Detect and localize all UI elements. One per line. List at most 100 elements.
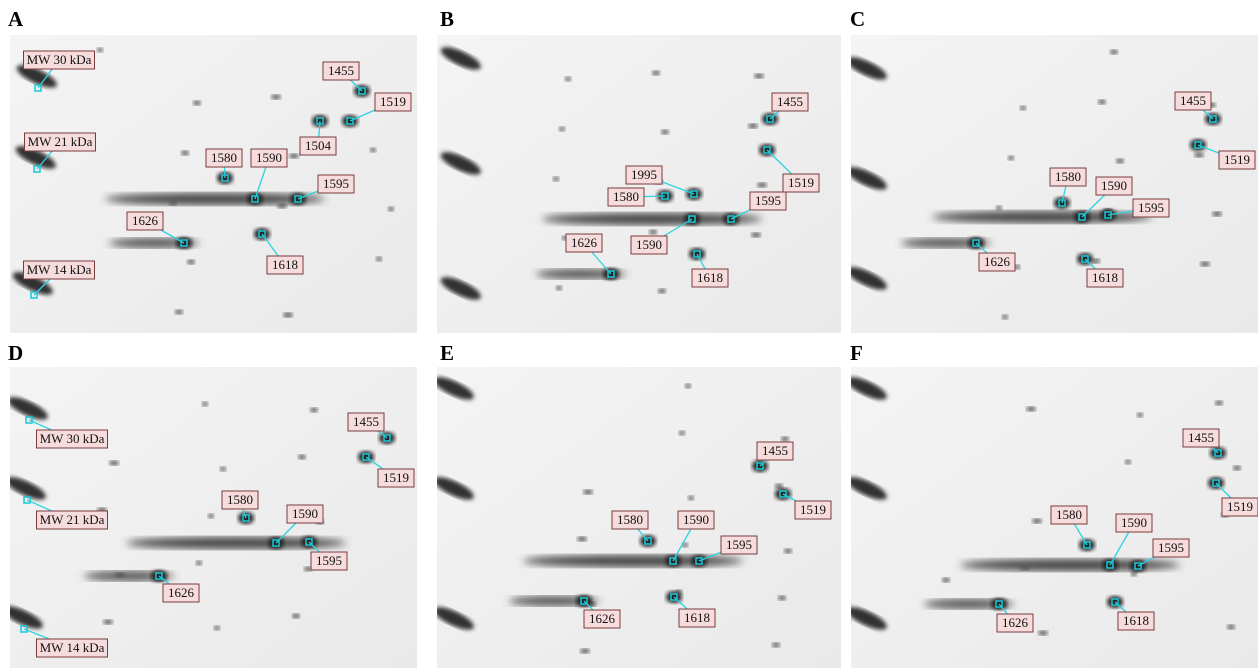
background-spot <box>661 130 669 135</box>
background-spot <box>298 455 306 460</box>
background-spot <box>784 549 792 554</box>
background-spot <box>1233 466 1241 471</box>
background-spot <box>565 77 571 82</box>
spot-label: MW 21 kDa <box>28 134 93 149</box>
background-spot <box>757 183 767 188</box>
background-spot <box>1215 401 1223 406</box>
spot-label: 1595 <box>323 176 349 191</box>
spot-label: 1626 <box>1002 615 1029 630</box>
background-spot <box>1038 631 1048 636</box>
background-spot <box>679 431 685 436</box>
spot-label: 1595 <box>726 537 752 552</box>
spot-label: 1455 <box>1188 430 1214 445</box>
gel-panel: C1455158015901519159516261618 <box>844 7 1258 333</box>
background-spot <box>1125 460 1131 465</box>
spot-label: 1590 <box>1101 178 1127 193</box>
background-spot <box>751 233 761 238</box>
spot-label: 1590 <box>292 506 318 521</box>
spot-label: 1580 <box>617 512 643 527</box>
background-spot <box>1131 572 1137 577</box>
background-spot <box>277 204 287 209</box>
background-spot <box>388 207 394 212</box>
spot-label: 1590 <box>636 237 662 252</box>
spot-label: 1455 <box>353 414 379 429</box>
background-spot <box>103 620 113 625</box>
spot-label: 1519 <box>800 502 826 517</box>
gel-panel: F1455158015901519159516261618 <box>844 341 1258 668</box>
background-spot <box>685 384 691 389</box>
background-spot <box>1098 100 1106 105</box>
spot-label: 1595 <box>755 193 781 208</box>
background-spot <box>748 124 758 129</box>
background-spot <box>1200 262 1210 267</box>
background-spot <box>1194 153 1204 158</box>
background-spot <box>271 95 281 100</box>
background-spot <box>754 74 764 79</box>
gel-panel: AMW 30 kDa14551519MW 21 kDa1504158015901… <box>8 7 417 333</box>
panel-letter: E <box>440 341 454 365</box>
background-spot <box>193 101 201 106</box>
background-spot <box>187 260 195 265</box>
background-spot <box>1137 413 1143 418</box>
spot-label: 1626 <box>571 235 598 250</box>
spot-label: 1580 <box>1055 169 1081 184</box>
spot-label: 1590 <box>1121 515 1147 530</box>
background-spot <box>1020 566 1030 571</box>
background-spot <box>1032 519 1042 524</box>
spot-label: 1519 <box>1224 152 1250 167</box>
background-spot <box>220 467 226 472</box>
spot-label: 1519 <box>380 94 406 109</box>
background-spot <box>1008 156 1014 161</box>
background-spot <box>778 596 786 601</box>
spot-label: 1519 <box>788 175 814 190</box>
spot-label: 1580 <box>613 189 639 204</box>
background-spot <box>310 408 318 413</box>
background-spot <box>553 177 559 182</box>
spot-label: 1595 <box>1158 540 1184 555</box>
background-spot <box>1092 259 1100 264</box>
background-spot <box>556 286 562 291</box>
background-spot <box>772 643 780 648</box>
background-spot <box>208 514 214 519</box>
spot-label: 1618 <box>1123 613 1149 628</box>
spot-label: MW 21 kDa <box>40 512 105 527</box>
background-spot <box>577 537 587 542</box>
background-spot <box>1212 212 1222 217</box>
spot-label: 1595 <box>1138 200 1164 215</box>
gel-panel: DMW 30 kDa1455151915801590MW 21 kDa15951… <box>0 341 417 668</box>
spot-label: 1590 <box>683 512 709 527</box>
background-spot <box>196 561 202 566</box>
background-spot <box>115 573 125 578</box>
spot-label: 1618 <box>697 270 723 285</box>
background-spot <box>775 484 783 489</box>
gel-panel: B14551995158015191595159016261618 <box>437 7 841 333</box>
background-spot <box>583 490 593 495</box>
panel-letter: C <box>850 7 865 31</box>
panel-letter: A <box>8 7 24 31</box>
spot-label: MW 30 kDa <box>27 52 92 67</box>
background-spot <box>1002 315 1008 320</box>
spot-label: 1590 <box>256 150 282 165</box>
spot-label: 1455 <box>777 94 803 109</box>
background-spot <box>283 313 293 318</box>
background-spot <box>289 154 299 159</box>
background-spot <box>370 148 376 153</box>
spot-label: 1455 <box>328 63 354 78</box>
spot-label: MW 14 kDa <box>27 262 92 277</box>
background-spot <box>214 626 220 631</box>
background-spot <box>580 649 590 654</box>
spot-label: 1618 <box>684 610 710 625</box>
spot-label: 1626 <box>168 585 195 600</box>
spot-label: 1626 <box>984 254 1011 269</box>
background-spot <box>97 48 103 53</box>
spot-label: 1618 <box>272 257 298 272</box>
panel-letter: B <box>440 7 454 31</box>
background-spot <box>1026 407 1036 412</box>
background-spot <box>292 614 300 619</box>
panel-letter: D <box>8 341 23 365</box>
background-spot <box>649 230 657 235</box>
background-spot <box>1020 106 1026 111</box>
background-spot <box>181 151 189 156</box>
background-spot <box>1110 50 1118 55</box>
